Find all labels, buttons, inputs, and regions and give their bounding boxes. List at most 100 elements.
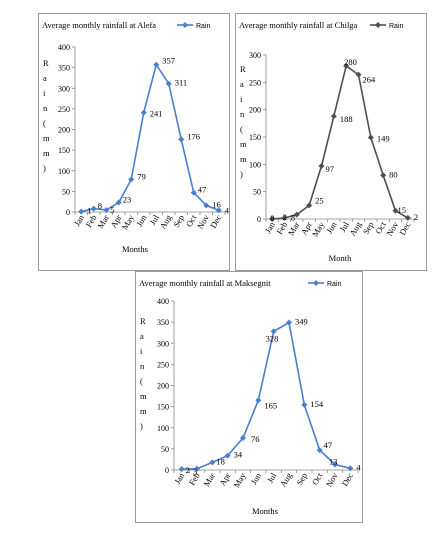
data-point-marker bbox=[306, 202, 313, 209]
x-tick-label: Aug bbox=[278, 470, 294, 488]
data-point-marker bbox=[392, 207, 399, 214]
y-tick-label: 200 bbox=[249, 106, 261, 115]
legend-label: Rain bbox=[196, 23, 211, 30]
x-tick-label: Sep bbox=[171, 213, 186, 229]
rainfall-chart-maksegnit: Average monthly rainfall at Maksegnit Rai… bbox=[139, 278, 361, 516]
y-axis-label-letter: m bbox=[240, 154, 247, 164]
y-axis-label-letter: n bbox=[43, 103, 48, 113]
y-tick-label: 350 bbox=[157, 318, 169, 327]
data-label: 18 bbox=[216, 456, 225, 466]
x-tick-label: Nov bbox=[324, 470, 340, 488]
chart-panel-chilga: Average monthly rainfall at Chilga Rain 0 5… bbox=[235, 13, 427, 271]
data-point-marker bbox=[240, 434, 246, 441]
data-label: 2 bbox=[414, 212, 418, 222]
data-label: 1 bbox=[87, 206, 91, 216]
data-label: 357 bbox=[162, 56, 175, 66]
legend: Rain bbox=[308, 280, 342, 288]
data-label: 16 bbox=[212, 199, 221, 209]
data-point-marker bbox=[190, 189, 197, 196]
legend-label: Rain bbox=[327, 281, 342, 288]
data-label: 176 bbox=[187, 131, 200, 141]
y-axis-label-letter: m bbox=[43, 133, 50, 143]
y-tick-label: 150 bbox=[157, 403, 169, 412]
y-tick-label: 400 bbox=[58, 43, 70, 52]
y-tick-label: 250 bbox=[249, 78, 261, 87]
data-point-marker bbox=[355, 71, 362, 78]
x-tick-label: Jul bbox=[265, 470, 279, 484]
data-point-marker bbox=[115, 199, 122, 206]
data-point-marker bbox=[404, 214, 411, 221]
data-label: 3 bbox=[193, 467, 197, 477]
data-label: 264 bbox=[363, 75, 377, 85]
data-point-marker bbox=[281, 214, 288, 221]
data-label: 4 bbox=[356, 462, 361, 472]
data-label: 349 bbox=[295, 317, 308, 327]
data-point-marker bbox=[140, 109, 147, 116]
y-tick-label: 0 bbox=[257, 215, 261, 224]
y-axis-label-letter: i bbox=[43, 88, 46, 98]
data-label: 25 bbox=[315, 195, 324, 205]
y-tick-label: 50 bbox=[161, 445, 169, 454]
data-label: 241 bbox=[150, 109, 163, 119]
data-label: 2 bbox=[283, 212, 287, 222]
data-point-marker bbox=[270, 328, 277, 335]
y-tick-label: 250 bbox=[157, 360, 169, 369]
data-label: 311 bbox=[175, 78, 187, 88]
chart-panel-maksegnit: Average monthly rainfall at Maksegnit Rai… bbox=[135, 271, 363, 523]
x-tick-label: Mar bbox=[95, 213, 111, 230]
data-point-marker bbox=[178, 136, 185, 143]
data-point-marker bbox=[224, 452, 231, 459]
data-point-marker bbox=[367, 134, 374, 141]
x-tick-label: Mar bbox=[201, 471, 217, 488]
x-tick-label: Jun bbox=[134, 212, 149, 228]
data-point-marker bbox=[255, 397, 262, 404]
data-point-marker bbox=[316, 447, 323, 454]
x-tick-label: Dec bbox=[397, 220, 413, 237]
data-label: 47 bbox=[198, 185, 207, 195]
data-point-marker bbox=[301, 401, 308, 408]
x-tick-label: Dec bbox=[340, 471, 356, 488]
legend-marker bbox=[182, 22, 188, 28]
data-point-marker bbox=[203, 202, 210, 209]
y-axis-label-letter: a bbox=[240, 79, 244, 89]
data-label: 328 bbox=[266, 333, 279, 343]
legend: Rain bbox=[370, 22, 404, 30]
x-tick-label: Dec bbox=[208, 213, 224, 230]
y-axis-label-letter: R bbox=[43, 58, 49, 68]
y-tick-label: 0 bbox=[165, 466, 169, 475]
data-label: 13 bbox=[329, 457, 338, 467]
y-tick-label: 150 bbox=[58, 146, 70, 155]
data-point-marker bbox=[330, 113, 337, 120]
y-tick-label: 100 bbox=[249, 160, 261, 169]
rainfall-chart-chilga: Average monthly rainfall at Chilga Rain 0 5… bbox=[239, 20, 418, 263]
y-axis-label-letter: ) bbox=[240, 169, 243, 179]
y-tick-label: 300 bbox=[249, 51, 261, 60]
data-point-marker bbox=[269, 216, 276, 222]
data-point-marker bbox=[380, 172, 387, 179]
data-point-marker bbox=[194, 465, 200, 472]
y-tick-label: 0 bbox=[66, 208, 70, 217]
y-axis-label-letter: ) bbox=[140, 421, 143, 431]
data-label: 97 bbox=[326, 164, 335, 174]
x-axis-title: Month bbox=[329, 253, 352, 263]
y-axis-label-letter: ( bbox=[140, 376, 143, 386]
y-axis-label-letter: m bbox=[140, 406, 147, 416]
y-tick-label: 150 bbox=[249, 133, 261, 142]
x-axis-title: Months bbox=[252, 506, 278, 516]
data-label: 165 bbox=[264, 400, 277, 410]
y-tick-label: 50 bbox=[62, 187, 70, 196]
data-label: 23 bbox=[123, 195, 132, 205]
y-tick-label: 300 bbox=[157, 339, 169, 348]
y-axis-label-letter: n bbox=[240, 109, 245, 119]
y-axis-label-letter: a bbox=[43, 73, 47, 83]
data-label: 2 bbox=[186, 465, 190, 475]
data-label: 149 bbox=[377, 134, 390, 144]
legend-label: Rain bbox=[389, 23, 404, 30]
data-label: 8 bbox=[291, 213, 295, 223]
legend: Rain bbox=[177, 22, 211, 30]
y-axis-label-letter: ( bbox=[43, 118, 46, 128]
data-point-marker bbox=[78, 208, 85, 215]
data-label: 5 bbox=[110, 205, 114, 215]
data-label: 15 bbox=[398, 205, 407, 215]
data-label: 76 bbox=[251, 434, 260, 444]
